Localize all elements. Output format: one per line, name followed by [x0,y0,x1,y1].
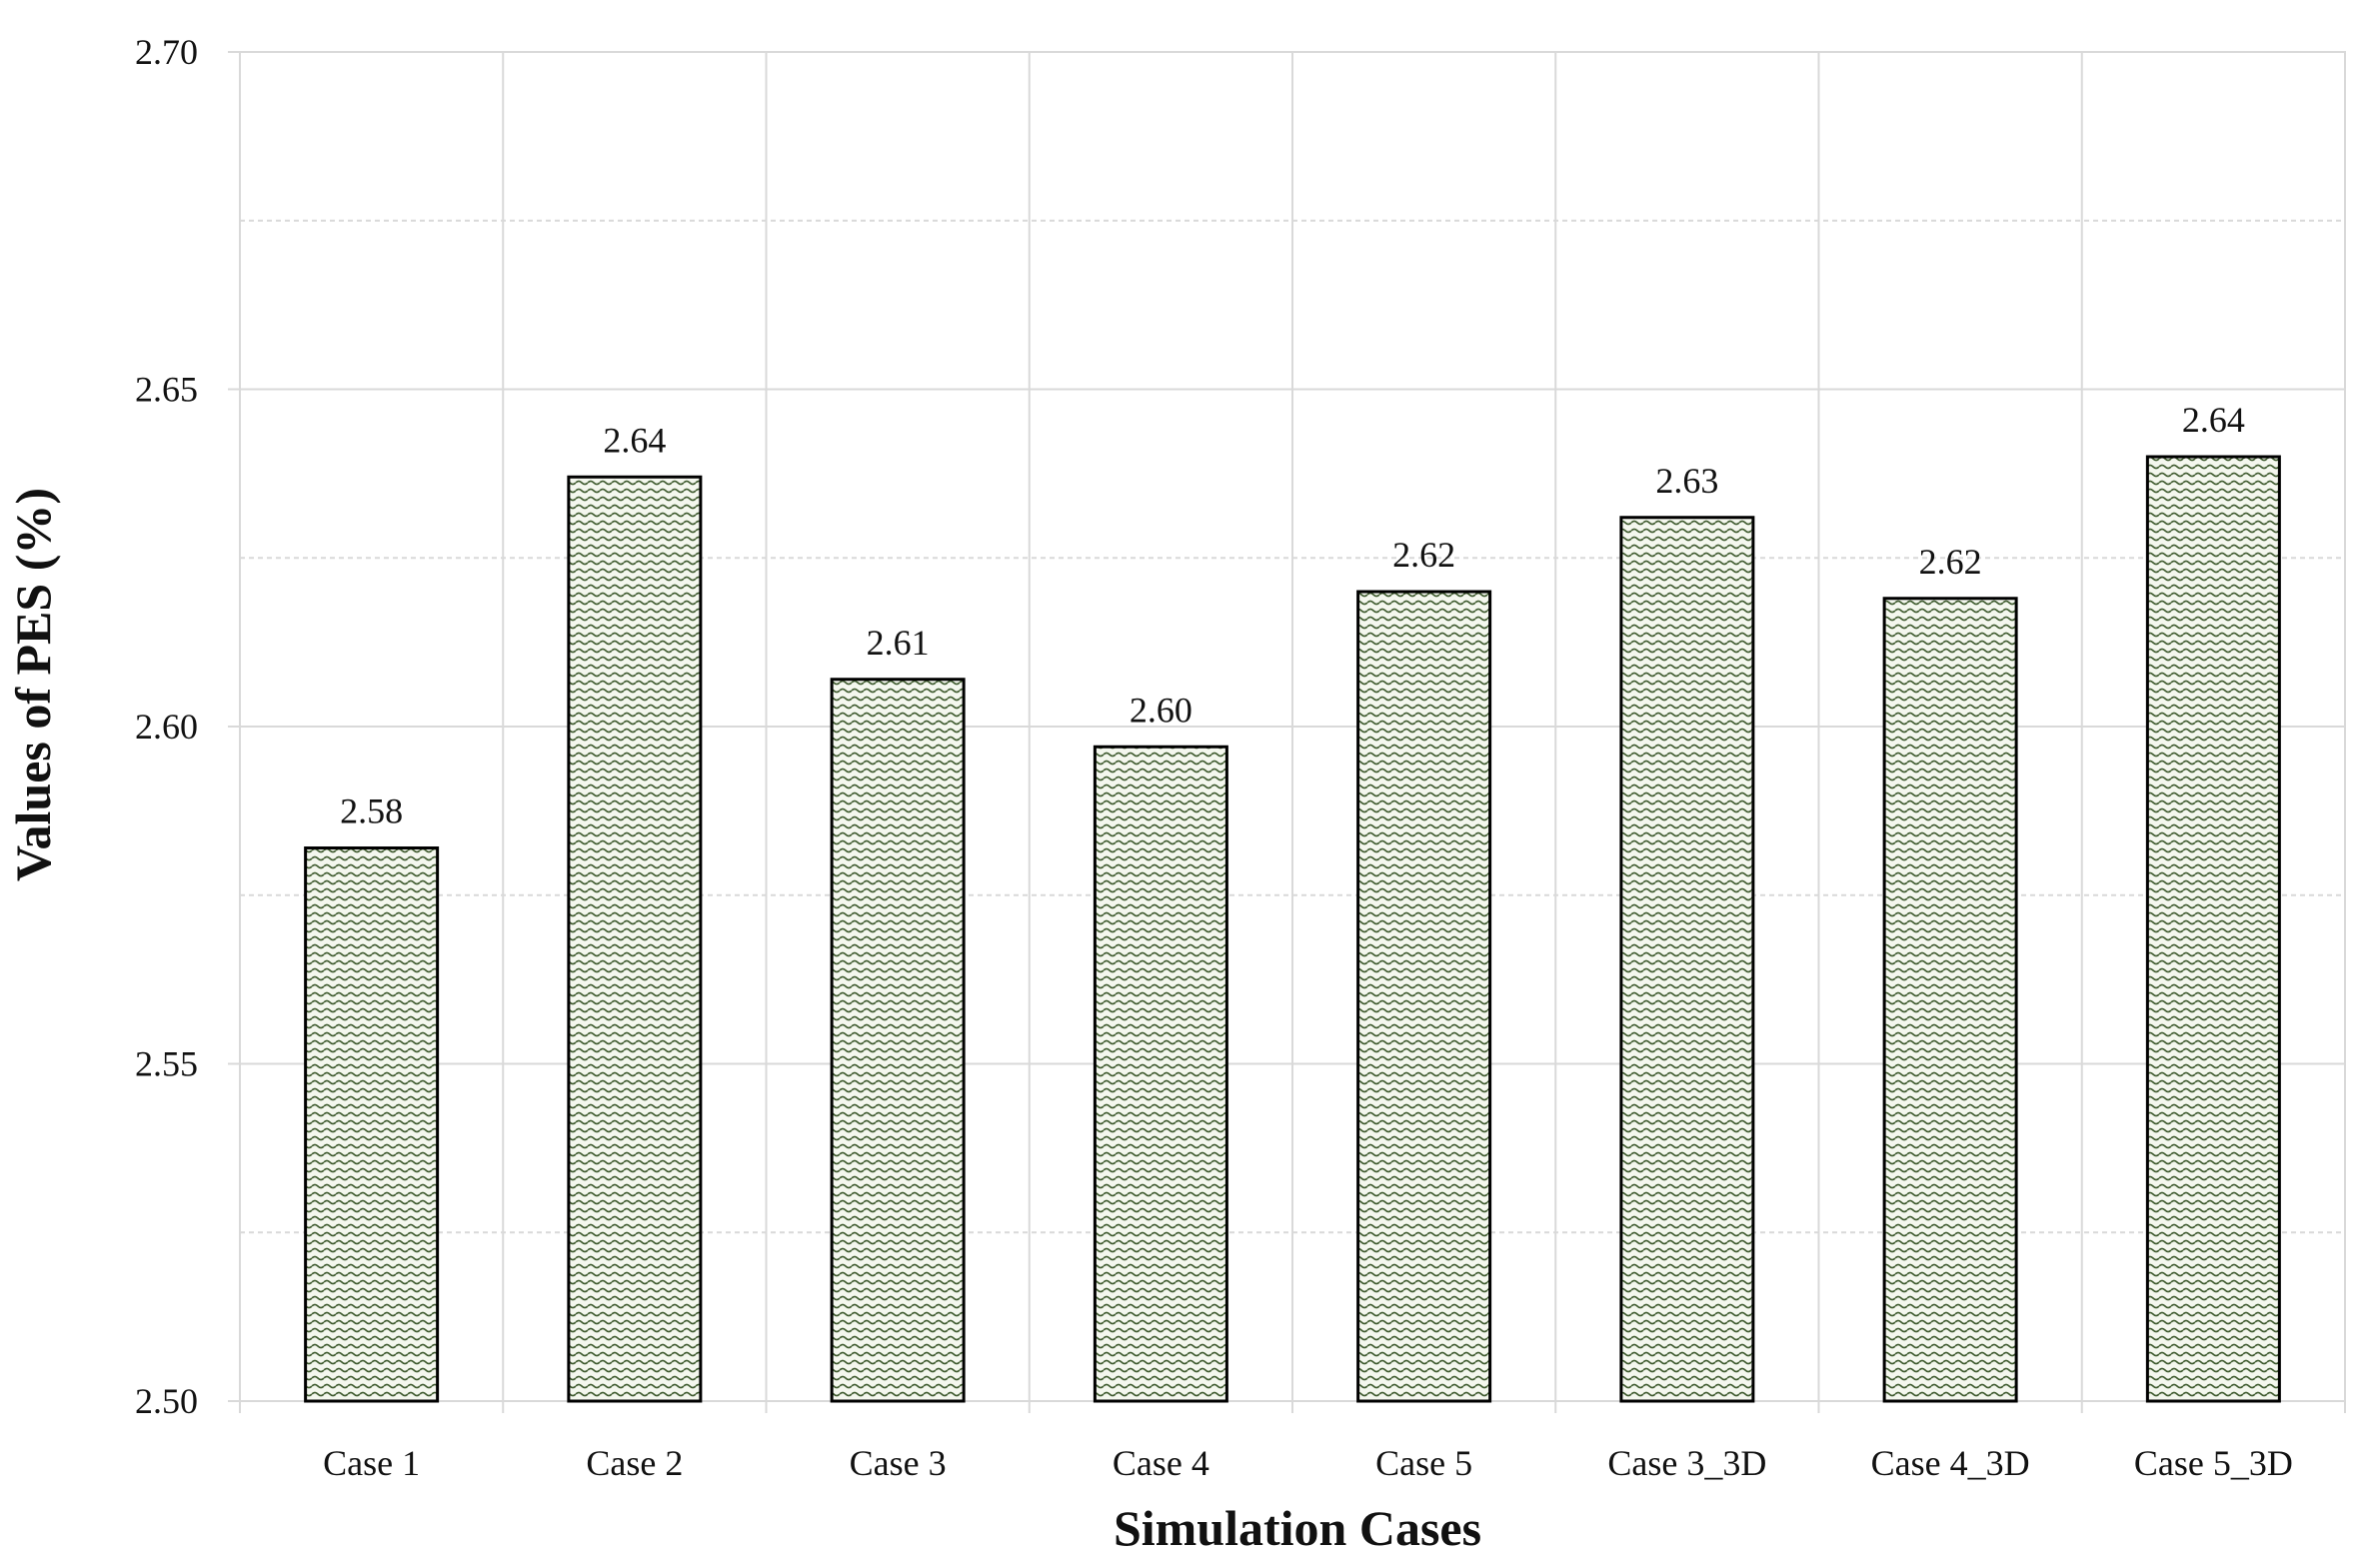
x-tick-label: Case 3_3D [1607,1443,1766,1483]
y-tick-label: 2.60 [135,707,198,747]
x-tick-label: Case 4_3D [1871,1443,2030,1483]
y-axis-title: Values of PES (%) [5,488,61,881]
bar-case-4-3d [1882,597,2018,1403]
x-tick-label: Case 5 [1375,1443,1472,1483]
bar-case-5 [1356,590,1492,1403]
data-label: 2.64 [2182,400,2245,440]
bar-case-4 [1093,745,1228,1403]
x-tick-label: Case 5_3D [2134,1443,2293,1483]
bar-case-3 [830,678,966,1403]
data-label: 2.61 [867,623,930,663]
data-label: 2.62 [1919,542,1982,582]
y-tick-label: 2.50 [135,1381,198,1421]
y-tick-label: 2.70 [135,32,198,72]
data-label: 2.64 [603,420,666,460]
y-tick-label: 2.65 [135,370,198,410]
bar-case-2 [567,475,703,1403]
data-label: 2.62 [1392,535,1455,575]
data-labels: 2.58 2.64 2.61 2.60 2.62 2.63 2.62 2.64 [340,400,2245,831]
grid [228,51,2346,1413]
x-axis-ticks: Case 1 Case 2 Case 3 Case 4 Case 5 Case 3_3D C… [323,1443,2293,1483]
y-axis-ticks: 2.50 2.55 2.60 2.65 2.70 [135,32,198,1421]
x-tick-label: Case 3 [850,1443,947,1483]
data-label: 2.60 [1130,690,1192,730]
bars [304,455,2281,1403]
x-tick-label: Case 1 [323,1443,420,1483]
bar-case-5-3d [2145,455,2281,1403]
bar-case-3-3d [1619,516,1755,1403]
x-tick-label: Case 4 [1113,1443,1209,1483]
y-tick-label: 2.55 [135,1044,198,1084]
x-axis-title: Simulation Cases [1114,1500,1481,1556]
bar-case-1 [304,846,440,1403]
x-tick-label: Case 2 [586,1443,683,1483]
data-label: 2.63 [1655,461,1718,501]
data-label: 2.58 [340,791,403,831]
